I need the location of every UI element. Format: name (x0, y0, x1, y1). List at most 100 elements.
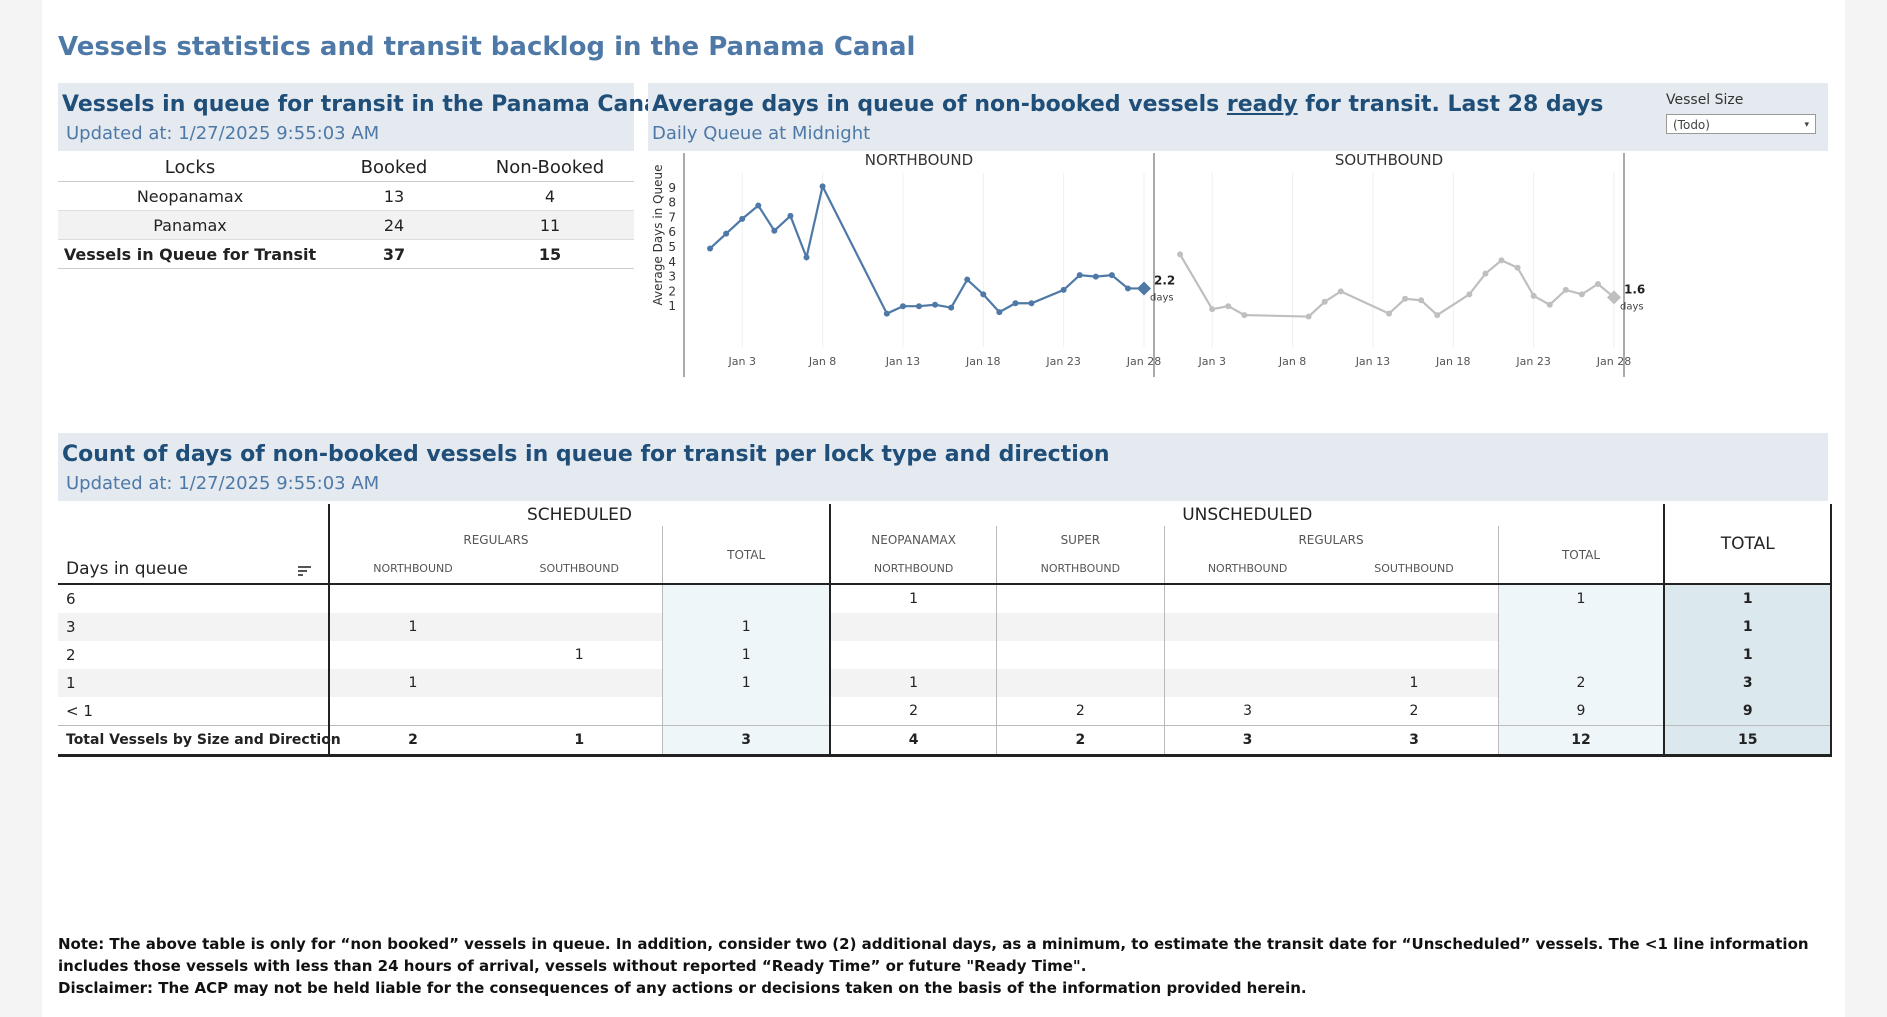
data-point (964, 276, 971, 283)
y-axis-label: Average Days in Queue (651, 164, 665, 305)
count-cell (662, 697, 831, 726)
x-tick-label: Jan 13 (885, 355, 920, 368)
y-tick-label: 7 (668, 210, 676, 224)
total-cell: 1 (496, 725, 663, 757)
count-cell (996, 613, 1165, 641)
data-point (1108, 272, 1115, 279)
count-cell: 2 (1497, 669, 1665, 697)
sort-icon[interactable] (297, 562, 312, 582)
count-cell (829, 613, 997, 641)
total-cell: 4 (829, 725, 997, 757)
data-point (883, 310, 890, 317)
dir-north: NORTHBOUND (1163, 554, 1331, 585)
count-cell (1163, 584, 1331, 613)
non-booked-value: 4 (544, 186, 556, 206)
last-value-label: 1.6 (1624, 282, 1645, 296)
queue-panel-title: Vessels in queue for transit in the Pana… (62, 92, 667, 117)
total-label: Total Vessels by Size and Direction (58, 725, 341, 757)
count-panel-header: Count of days of non-booked vessels in q… (58, 433, 1828, 501)
sub-total-scheduled: TOTAL (662, 526, 831, 585)
data-point (899, 303, 906, 310)
group-header-row: SCHEDULED UNSCHEDULED TOTAL (58, 504, 1832, 585)
days-label: 2 (66, 646, 76, 664)
count-cell: 1 (327, 613, 497, 641)
data-point (1498, 257, 1505, 264)
footer-disclaimer: Disclaimer: The ACP may not be held liab… (58, 979, 1307, 997)
vessel-size-dropdown[interactable]: (Todo) ▾ (1666, 114, 1816, 134)
queue-panel-updated: Updated at: 1/27/2025 9:55:03 AM (66, 123, 380, 144)
count-cell (327, 584, 497, 613)
data-point (1578, 291, 1585, 298)
y-tick-label: 4 (668, 255, 676, 269)
y-tick-label: 8 (668, 196, 676, 210)
lock-name: Panamax (153, 215, 227, 235)
count-cell: 1 (829, 584, 997, 613)
vessel-size-value: (Todo) (1673, 118, 1710, 132)
data-point (1562, 286, 1569, 293)
sub-super: SUPER (996, 526, 1165, 554)
count-cell: 1 (662, 669, 831, 697)
data-point (1305, 313, 1312, 320)
data-point (771, 227, 778, 234)
count-cell: 3 (1663, 669, 1832, 697)
sub-regulars-unscheduled: REGULARS (1163, 526, 1498, 554)
row-header-days: Days in queue (58, 554, 329, 585)
data-point (1177, 251, 1184, 258)
count-cell: 1 (662, 641, 831, 669)
vessel-size-label: Vessel Size (1666, 92, 1744, 108)
data-point (932, 301, 939, 308)
data-point (819, 183, 826, 190)
count-table-body: 6 1 1 1 3 1 1 1 2 1 1 1 1 1 1 1 1 2 3 < 1 2 2 3 2 9 9 Total Vessel… (58, 584, 1832, 757)
count-cell (1331, 584, 1498, 613)
total-cell: 12 (1497, 725, 1665, 757)
count-cell: 3 (1163, 697, 1331, 726)
count-cell: 2 (1409, 703, 1419, 719)
footer-notes: Note: The above table is only for “non b… (58, 933, 1828, 999)
data-point (723, 230, 730, 237)
count-cell (1330, 613, 1498, 641)
data-point (755, 202, 762, 209)
non-booked-value: 15 (538, 244, 562, 264)
count-cell (327, 641, 497, 669)
count-cell: 1 (1663, 584, 1832, 613)
col-non-booked: Non-Booked (495, 156, 605, 178)
queue-table: Locks Booked Non-Booked Neopanamax 13 4 … (58, 153, 634, 269)
data-point (916, 303, 922, 310)
days-label: 3 (58, 613, 329, 641)
last-value-unit: days (1620, 301, 1644, 312)
data-point (1546, 301, 1553, 308)
avg-panel-title: Average days in queue of non-booked vess… (652, 92, 1603, 117)
chevron-down-icon: ▾ (1804, 120, 1809, 130)
title-part: Average days in queue of non-booked vess… (652, 92, 1227, 117)
count-cell: 1 (327, 669, 497, 697)
title-part: for transit. Last 28 days (1297, 92, 1604, 117)
data-point (1466, 291, 1473, 298)
count-cell: 9 (1663, 697, 1832, 726)
x-tick-label: Jan 8 (1278, 355, 1306, 368)
avg-panel-subtitle: Daily Queue at Midnight (652, 123, 871, 144)
data-point (1321, 298, 1328, 305)
data-point (1124, 285, 1131, 292)
count-cell (1331, 641, 1498, 669)
data-point (787, 212, 794, 219)
last-value-unit: days (1150, 292, 1174, 303)
count-cell: 1 (662, 613, 831, 641)
data-point (1434, 312, 1441, 319)
last-point-marker (1137, 281, 1151, 296)
data-point (1060, 286, 1067, 293)
data-point (948, 304, 955, 311)
count-cell (996, 641, 1165, 669)
booked-value: 13 (383, 186, 405, 206)
lock-name: Neopanamax (136, 186, 244, 206)
sub-neopanamax: NEOPANAMAX (829, 526, 997, 554)
last-value-label: 2.2 (1154, 273, 1175, 287)
sub-regulars-scheduled: REGULARS (327, 526, 663, 554)
group-unscheduled: UNSCHEDULED (829, 504, 1665, 526)
count-cell (496, 669, 663, 697)
y-tick-label: 9 (668, 181, 676, 195)
count-cell: 1 (1497, 584, 1665, 613)
